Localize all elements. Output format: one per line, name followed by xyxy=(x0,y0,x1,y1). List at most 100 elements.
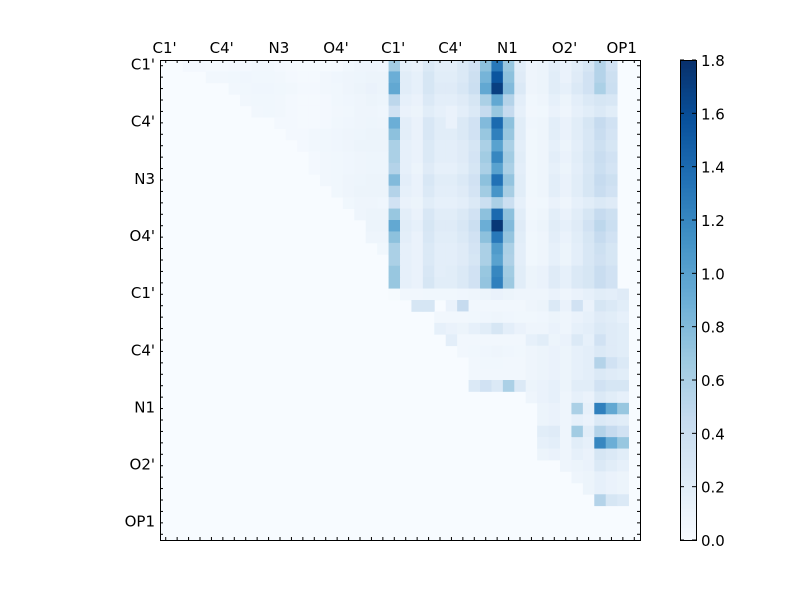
colorbar-tick-label: 0.0 xyxy=(701,532,725,550)
heatmap-cell xyxy=(571,242,584,255)
colorbar-segment xyxy=(680,172,696,177)
heatmap-cell xyxy=(400,174,412,187)
heatmap-cell xyxy=(411,82,424,95)
heatmap-cell xyxy=(525,151,538,164)
heatmap-cell xyxy=(514,277,527,289)
heatmap-cell xyxy=(434,220,447,232)
heatmap-cell xyxy=(388,105,401,118)
heatmap-cell xyxy=(388,265,401,278)
heatmap-cell xyxy=(560,402,572,415)
heatmap-cell xyxy=(354,197,367,209)
heatmap-cell xyxy=(594,437,607,449)
heatmap-cell xyxy=(605,220,618,232)
heatmap-cell xyxy=(480,208,492,221)
heatmap-cell xyxy=(377,94,389,107)
heatmap-cell xyxy=(502,71,515,84)
heatmap-cell xyxy=(480,174,492,187)
heatmap-cell xyxy=(605,71,618,84)
y-tick-label: OP1 xyxy=(125,513,155,531)
colorbar-segment xyxy=(680,464,696,469)
colorbar-segment xyxy=(680,412,696,417)
heatmap-cell xyxy=(582,437,595,449)
heatmap-cell xyxy=(582,357,595,369)
heatmap-cell xyxy=(502,174,515,187)
heatmap-cell xyxy=(422,105,435,118)
heatmap-cell xyxy=(560,128,572,141)
colorbar-segment xyxy=(680,168,696,173)
heatmap-cell xyxy=(605,185,618,198)
heatmap-cell xyxy=(457,140,469,152)
heatmap-cell xyxy=(491,117,504,129)
heatmap-cell xyxy=(491,71,504,84)
heatmap-cell xyxy=(285,117,298,129)
heatmap-cell xyxy=(354,162,367,175)
colorbar-segment xyxy=(680,404,696,409)
heatmap-cell xyxy=(582,311,595,324)
heatmap-cell xyxy=(354,185,367,198)
heatmap-cell xyxy=(605,94,618,107)
heatmap-cell xyxy=(605,151,618,164)
heatmap-cell xyxy=(377,151,389,164)
heatmap-cell xyxy=(331,82,344,95)
heatmap-cell xyxy=(365,174,378,187)
colorbar-segment xyxy=(680,212,696,217)
heatmap-cell xyxy=(605,105,618,118)
heatmap-cell xyxy=(422,128,435,141)
heatmap-cell xyxy=(514,334,527,347)
colorbar-segment xyxy=(680,388,696,393)
heatmap-cell xyxy=(331,71,344,84)
colorbar-segment xyxy=(680,268,696,273)
heatmap-cell xyxy=(491,197,504,209)
colorbar-segment xyxy=(680,476,696,481)
colorbar-segment xyxy=(680,392,696,397)
heatmap-cell xyxy=(480,242,492,255)
colorbar-segment xyxy=(680,496,696,501)
heatmap-cell xyxy=(365,71,378,84)
heatmap-cell xyxy=(331,117,344,129)
heatmap-cell xyxy=(457,128,469,141)
heatmap-cell xyxy=(548,357,561,369)
heatmap-cell xyxy=(582,174,595,187)
heatmap-cell xyxy=(342,60,355,72)
heatmap-cell xyxy=(548,425,561,438)
heatmap-cell xyxy=(205,71,218,84)
colorbar-segment xyxy=(680,360,696,365)
heatmap-cell xyxy=(468,288,481,301)
heatmap-cell xyxy=(285,71,298,84)
heatmap-cell xyxy=(548,254,561,267)
heatmap-cell xyxy=(457,242,469,255)
heatmap-cell xyxy=(582,345,595,358)
heatmap-cell xyxy=(491,174,504,187)
heatmap-cell xyxy=(560,140,572,152)
heatmap-cell xyxy=(605,414,618,427)
heatmap-cell xyxy=(560,437,572,449)
heatmap-cell xyxy=(411,71,424,84)
heatmap-cell xyxy=(502,151,515,164)
colorbar-segment xyxy=(680,356,696,361)
heatmap-cell xyxy=(400,185,412,198)
heatmap-cell xyxy=(308,151,321,164)
heatmap-cell xyxy=(594,140,607,152)
heatmap-cell xyxy=(308,60,321,72)
colorbar-segment xyxy=(680,100,696,105)
heatmap-cell xyxy=(617,300,629,312)
heatmap-cell xyxy=(434,185,447,198)
heatmap-cell xyxy=(342,128,355,141)
heatmap-cell xyxy=(582,277,595,289)
heatmap-cell xyxy=(251,105,264,118)
heatmap-cell xyxy=(560,345,572,358)
heatmap-cell xyxy=(594,368,607,381)
heatmap-cell xyxy=(560,311,572,324)
heatmap-cell xyxy=(480,162,492,175)
heatmap-cell xyxy=(537,311,549,324)
heatmap-cell xyxy=(434,231,447,244)
heatmap-cell xyxy=(365,151,378,164)
heatmap-cell xyxy=(468,185,481,198)
heatmap-cell xyxy=(468,231,481,244)
heatmap-cell xyxy=(400,220,412,232)
heatmap-cell xyxy=(582,254,595,267)
heatmap-cell xyxy=(434,82,447,95)
heatmap-cell xyxy=(468,357,481,369)
heatmap-cell xyxy=(434,162,447,175)
